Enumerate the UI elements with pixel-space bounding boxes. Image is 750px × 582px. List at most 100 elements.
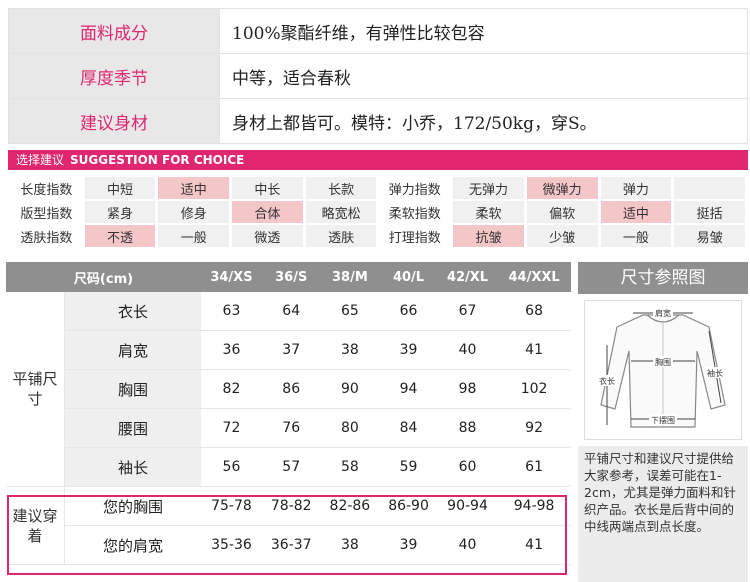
index-option: 一般 (158, 225, 230, 247)
table-cell: 40 (437, 525, 498, 565)
info-row-fabric: 面料成分 100%聚酯纤维，有弹性比较包容 (8, 8, 748, 54)
table-row: 平铺尺寸 衣长 63 64 65 66 67 68 (6, 292, 571, 487)
diagram-label-shoulder: 肩宽 (655, 308, 671, 318)
index-option: 无弹力 (453, 177, 524, 199)
table-cell: 38 (320, 330, 380, 370)
info-value: 100%聚酯纤维，有弹性比较包容 (219, 8, 748, 54)
table-cell: 38 (320, 525, 380, 565)
index-label: 弹力指数 (379, 177, 451, 199)
info-key: 面料成分 (8, 8, 220, 54)
index-option-selected: 不透 (84, 225, 156, 247)
table-cell: 65 (320, 292, 380, 331)
table-cell: 40 (437, 330, 498, 370)
row-item-label: 您的胸围 (64, 486, 201, 526)
product-info-table: 面料成分 100%聚酯纤维，有弹性比较包容 厚度季节 中等，适合春秋 建议身材 … (8, 8, 748, 144)
suggestion-grid: 长度指数 中短 适中 中长 长款 弹力指数 无弹力 微弹力 弹力 版型指数 紧身… (8, 175, 748, 249)
table-cell: 35-36 (201, 525, 262, 565)
size-header: 34/XS (201, 262, 262, 292)
index-option-selected: 微弹力 (526, 177, 598, 199)
suggestion-row: 透肤指数 不透 一般 微透 透肤 打理指数 抗皱 少皱 一般 易皱 (11, 225, 745, 247)
row-item-label: 腰围 (64, 408, 201, 448)
index-option-selected: 适中 (158, 177, 230, 199)
table-cell: 92 (497, 408, 571, 448)
table-cell: 56 (201, 447, 262, 487)
suggestion-row: 长度指数 中短 适中 中长 长款 弹力指数 无弹力 微弹力 弹力 (11, 177, 745, 199)
table-cell: 36-37 (261, 525, 321, 565)
banner-title-en: SUGGESTION FOR CHOICE (70, 153, 245, 167)
table-cell: 66 (379, 292, 438, 331)
index-label: 长度指数 (11, 177, 82, 199)
info-row-body: 建议身材 身材上都皆可。模特：小乔，172/50kg，穿S。 (8, 98, 748, 144)
table-cell: 86 (261, 369, 321, 409)
table-row: 腰围 72 76 80 84 88 92 (6, 408, 571, 448)
index-option: 透肤 (305, 225, 377, 247)
index-label: 打理指数 (379, 225, 451, 247)
table-cell: 61 (497, 447, 571, 487)
info-value: 中等，适合春秋 (219, 53, 748, 99)
index-option: 柔软 (453, 201, 524, 223)
info-value: 身材上都皆可。模特：小乔，172/50kg，穿S。 (219, 98, 748, 144)
index-option: 偏软 (526, 201, 598, 223)
index-option-selected: 适中 (600, 201, 672, 223)
index-label: 透肤指数 (11, 225, 82, 247)
suggestion-row: 版型指数 紧身 修身 合体 略宽松 柔软指数 柔软 偏软 适中 挺括 (11, 201, 745, 223)
row-item-label: 胸围 (64, 369, 201, 409)
size-table-header: 尺码(cm) 34/XS 36/S 38/M 40/L 42/XL 44/XXL (6, 262, 571, 292)
table-cell: 88 (437, 408, 498, 448)
index-option: 修身 (158, 201, 230, 223)
table-cell: 41 (497, 330, 571, 370)
table-cell: 98 (437, 369, 498, 409)
shirt-diagram-icon: 肩宽 胸围 下摆围 衣长 袖长 (597, 307, 726, 428)
size-header: 38/M (320, 262, 380, 292)
index-option: 少皱 (526, 225, 598, 247)
index-option: 一般 (600, 225, 672, 247)
table-cell: 63 (201, 292, 262, 331)
size-table: 尺码(cm) 34/XS 36/S 38/M 40/L 42/XL 44/XXL… (6, 262, 571, 565)
table-cell: 68 (497, 292, 571, 331)
table-cell: 94 (379, 369, 438, 409)
index-option-selected: 合体 (232, 201, 303, 223)
index-option: 中长 (232, 177, 303, 199)
size-header: 44/XXL (497, 262, 571, 292)
index-option: 易皱 (674, 225, 745, 247)
diagram-label-length: 衣长 (599, 376, 615, 386)
reference-note: 平铺尺寸和建议尺寸提供给大家参考，误差可能在1-2cm，尤其是弹力面料和针织产品… (578, 446, 748, 582)
table-cell: 102 (497, 369, 571, 409)
table-cell: 82-86 (320, 486, 380, 526)
table-cell: 90 (320, 369, 380, 409)
index-option: 紧身 (84, 201, 156, 223)
diagram-label-chest: 胸围 (655, 357, 671, 367)
table-cell: 82 (201, 369, 262, 409)
index-option: 弹力 (600, 177, 672, 199)
table-cell: 94-98 (497, 486, 571, 526)
table-row: 您的肩宽 35-36 36-37 38 39 40 41 (6, 525, 571, 565)
table-row: 建议穿着 您的胸围 75-78 78-82 82-86 86-90 90-94 … (6, 486, 571, 565)
info-row-thickness: 厚度季节 中等，适合春秋 (8, 53, 748, 99)
reference-title: 尺寸参照图 (578, 262, 748, 294)
index-option: 长款 (305, 177, 377, 199)
table-cell: 57 (261, 447, 321, 487)
flat-size-group-label: 平铺尺寸 (6, 292, 65, 487)
diagram-label-hem: 下摆围 (651, 415, 675, 425)
row-item-label: 袖长 (64, 447, 201, 487)
table-cell: 86-90 (379, 486, 438, 526)
index-option: 挺括 (674, 201, 745, 223)
table-cell: 72 (201, 408, 262, 448)
index-option-selected: 抗皱 (453, 225, 524, 247)
table-cell: 58 (320, 447, 380, 487)
index-option-empty (674, 177, 745, 199)
info-key: 厚度季节 (8, 53, 220, 99)
row-item-label: 您的肩宽 (64, 525, 201, 565)
table-cell: 39 (379, 525, 438, 565)
index-option: 略宽松 (305, 201, 377, 223)
table-cell: 64 (261, 292, 321, 331)
table-cell: 78-82 (261, 486, 321, 526)
garment-measurement-diagram: 肩宽 胸围 下摆围 衣长 袖长 (584, 300, 742, 440)
index-option: 中短 (84, 177, 156, 199)
table-row: 肩宽 36 37 38 39 40 41 (6, 330, 571, 370)
info-key: 建议身材 (8, 98, 220, 144)
table-cell: 60 (437, 447, 498, 487)
row-item-label: 肩宽 (64, 330, 201, 370)
recommended-group-label: 建议穿着 (6, 486, 65, 565)
table-cell: 59 (379, 447, 438, 487)
